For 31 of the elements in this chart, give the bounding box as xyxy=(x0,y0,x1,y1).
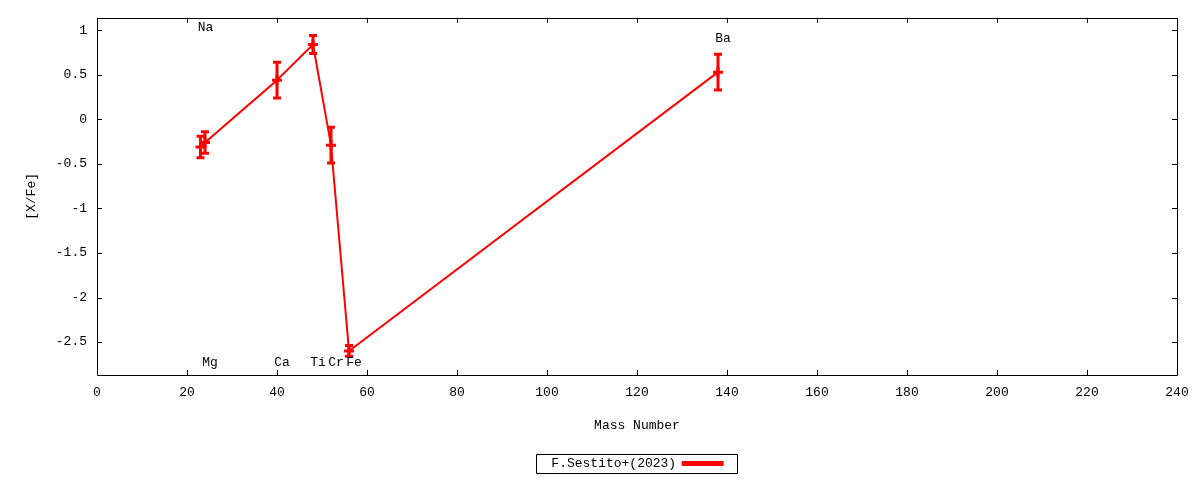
y-tick-label: -2 xyxy=(71,289,87,305)
annotation: Na xyxy=(197,20,214,36)
x-tick-label: 140 xyxy=(715,385,739,401)
y-axis-title: [X/Fe] xyxy=(24,172,40,220)
x-tick-label: 160 xyxy=(805,385,829,401)
x-tick-label: 20 xyxy=(179,385,195,401)
annotation: Ti xyxy=(310,355,326,371)
y-tick-label: 1 xyxy=(79,22,88,38)
annotation: Mg xyxy=(202,355,218,371)
x-tick-label: 180 xyxy=(895,385,919,401)
x-tick-label: 120 xyxy=(625,385,649,401)
y-tick-label: -1.5 xyxy=(55,245,87,261)
annotation: Cr xyxy=(328,355,344,371)
y-tick-label: 0 xyxy=(79,111,87,127)
y-tick-label: 0.5 xyxy=(63,67,87,83)
x-tick-label: 200 xyxy=(985,385,1009,401)
y-tick-label: -2.5 xyxy=(55,334,87,350)
x-tick-label: 0 xyxy=(93,385,101,401)
x-axis-title: Mass Number xyxy=(594,417,680,433)
x-tick-label: 240 xyxy=(1165,385,1189,401)
annotation: Ba xyxy=(715,30,731,46)
annotation: Fe xyxy=(346,355,362,371)
annotation: Ca xyxy=(274,355,290,371)
x-tick-label: 80 xyxy=(449,385,465,401)
x-tick-label: 40 xyxy=(269,385,285,401)
x-tick-label: 100 xyxy=(535,385,559,401)
x-tick-label: 220 xyxy=(1075,385,1099,401)
legend-label: F.Sestito+(2023) xyxy=(551,455,677,471)
x-tick-label: 60 xyxy=(359,385,375,401)
y-tick-label: -0.5 xyxy=(55,156,87,172)
y-tick-label: -1 xyxy=(71,200,88,216)
